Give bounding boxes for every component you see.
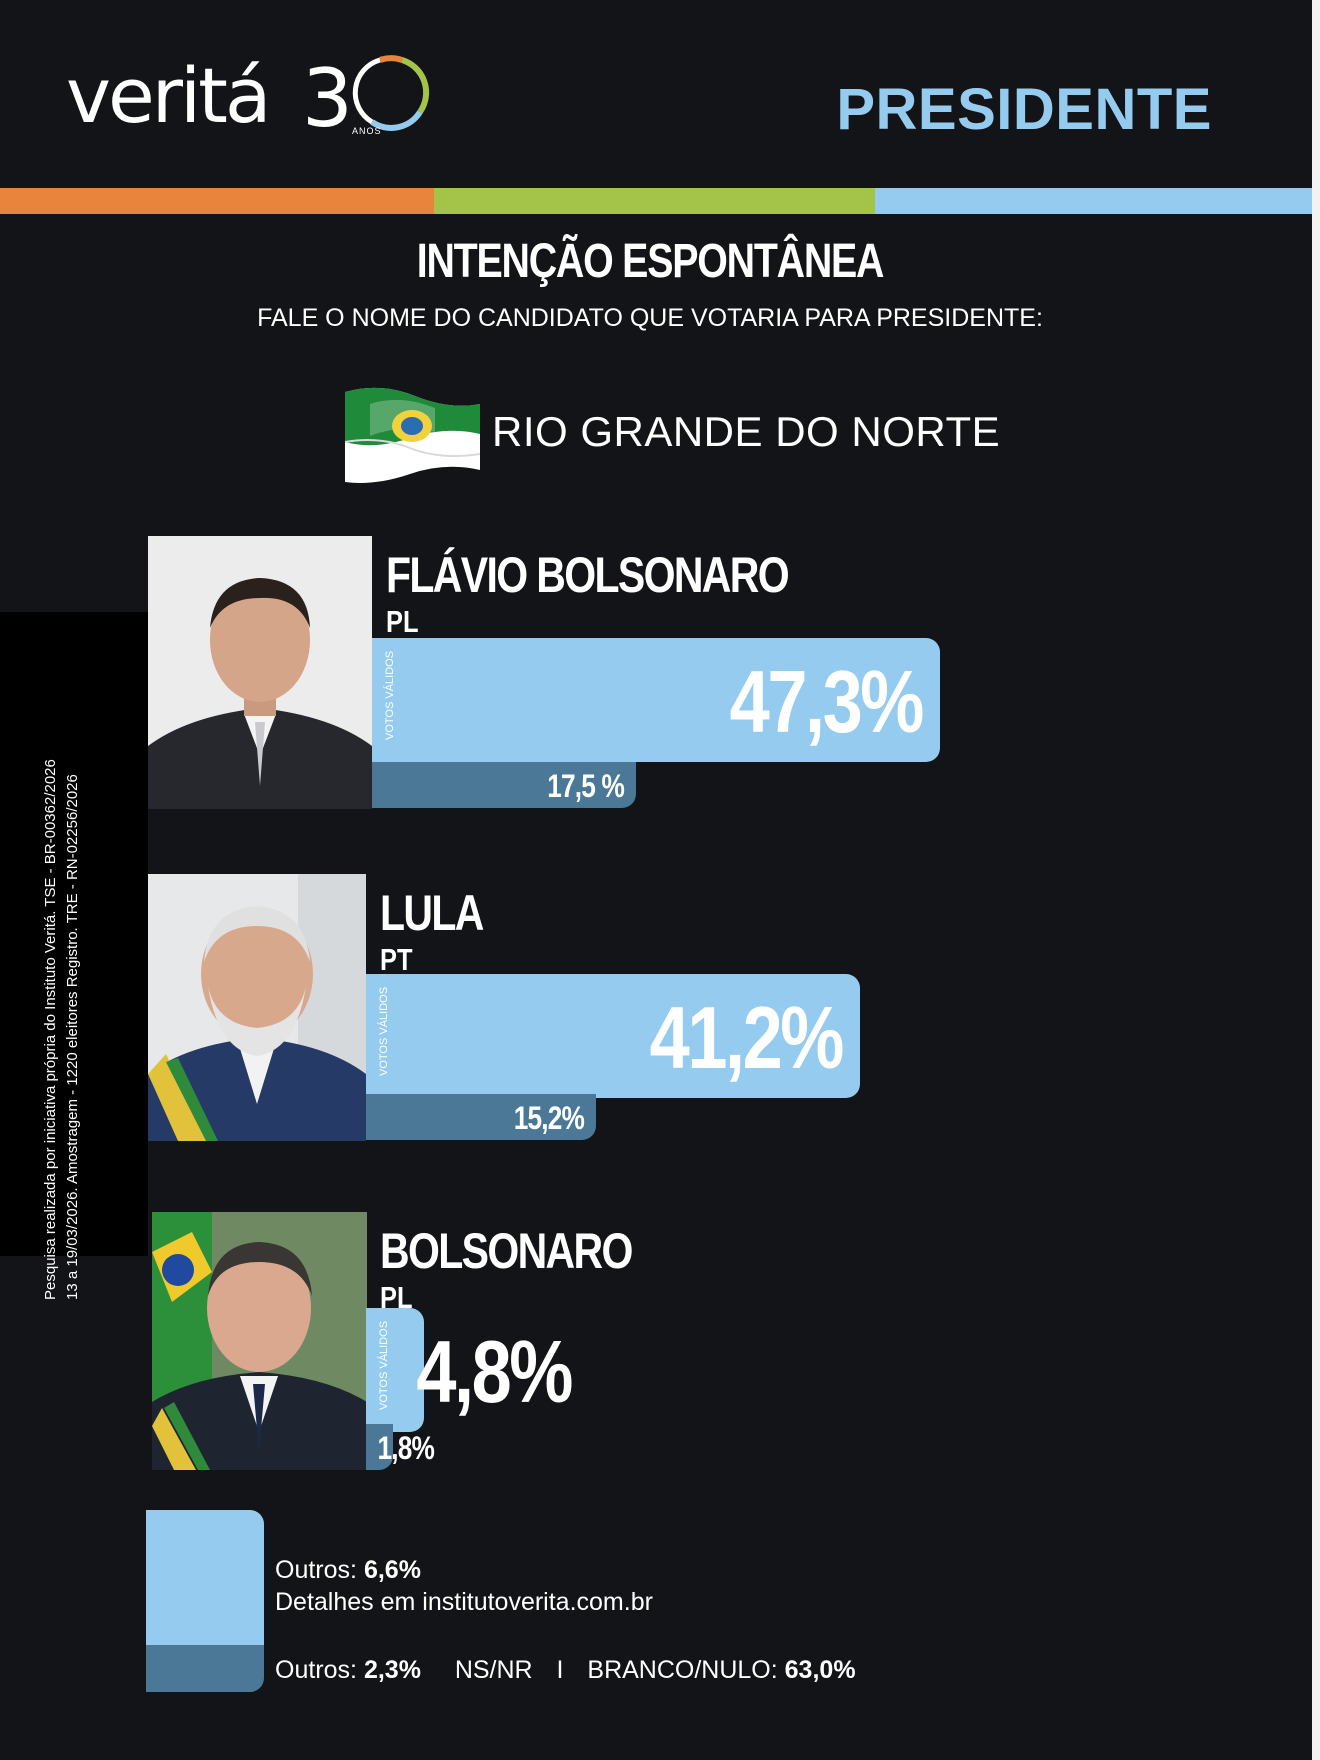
candidate-party: PL [386, 604, 419, 639]
region-label: RIO GRANDE DO NORTE [492, 408, 1001, 455]
logo-30-mark: 3 [302, 52, 430, 145]
others-key-block [146, 1510, 264, 1692]
total-percent-label: 15,2% [513, 1100, 584, 1136]
office-title: PRESIDENTE [836, 77, 1212, 142]
bar-valid-votes [372, 638, 940, 762]
color-stripe-green [434, 188, 875, 214]
candidate-name: FLÁVIO BOLSONARO [386, 547, 790, 603]
survey-title: INTENÇÃO ESPONTÂNEA [416, 235, 885, 288]
valid-votes-tag: VOTOS VÁLIDOS [378, 986, 390, 1076]
others-key-valid [146, 1510, 264, 1645]
legend-details: Detalhes em institutoverita.com.br [275, 1588, 653, 1616]
logo-anos: ANOS [352, 126, 382, 136]
total-percent-label: 17,5 % [547, 768, 625, 804]
bar-total-votes [366, 1094, 596, 1140]
legend-others-total-value: 2,3% [363, 1656, 421, 1684]
candidate-photo-bolsonaro [152, 1212, 367, 1470]
methodology-line-2: 13 a 19/03/2026. Amostragem - 1220 eleit… [64, 774, 81, 1300]
legend-others-total-label: Outros: [275, 1656, 357, 1684]
side-panel [0, 612, 148, 1256]
legend-others-valid-label: Outros: [275, 1556, 357, 1584]
color-stripe-blue [875, 188, 1312, 214]
bar-valid-votes [366, 974, 861, 1098]
bar-total-votes [366, 1424, 394, 1470]
candidate-party: PT [380, 942, 413, 977]
page-edge [1312, 0, 1320, 1760]
bar-total-votes [372, 762, 637, 808]
candidate-photo-flavio-bolsonaro [148, 536, 372, 809]
legend-others-valid-value: 6,6% [363, 1556, 421, 1584]
logo-wordmark: veritá [66, 51, 271, 140]
logo-three: 3 [302, 52, 353, 145]
total-percent-label: 1,8% [377, 1430, 434, 1466]
candidate-name: BOLSONARO [380, 1223, 633, 1279]
color-stripe-orange [0, 188, 434, 214]
bar-valid-votes [366, 1308, 424, 1432]
legend-blank-value: 63,0% [784, 1656, 856, 1684]
valid-votes-tag: VOTOS VÁLIDOS [384, 650, 396, 740]
survey-question: FALE O NOME DO CANDIDATO QUE VOTARIA PAR… [257, 304, 1043, 332]
methodology-line-1: Pesquisa realizada por iniciativa própri… [42, 759, 59, 1300]
candidate-party: PL [380, 1280, 413, 1315]
others-key-total [146, 1645, 264, 1692]
legend-others-total: Outros: 2,3% NS/NR I BRANCO/NULO: 63,0% [275, 1656, 856, 1685]
valid-percent-label: 47,3% [729, 652, 924, 751]
legend-separator: I [556, 1656, 564, 1684]
legend-blank-label: BRANCO/NULO: [587, 1656, 778, 1684]
valid-percent-label: 41,2% [650, 988, 845, 1087]
verita-logo: veritá 3 ANOS [66, 40, 446, 150]
legend-nsnr-label: NS/NR [454, 1656, 533, 1684]
rio-grande-do-norte-flag-icon [344, 387, 481, 483]
candidate-name: LULA [380, 885, 484, 941]
legend-others-valid: Outros: 6,6% [275, 1556, 421, 1585]
valid-percent-label: 4,8% [416, 1322, 573, 1421]
methodology-note: Pesquisa realizada por iniciativa própri… [40, 656, 84, 1300]
candidate-photo-lula [148, 874, 366, 1141]
